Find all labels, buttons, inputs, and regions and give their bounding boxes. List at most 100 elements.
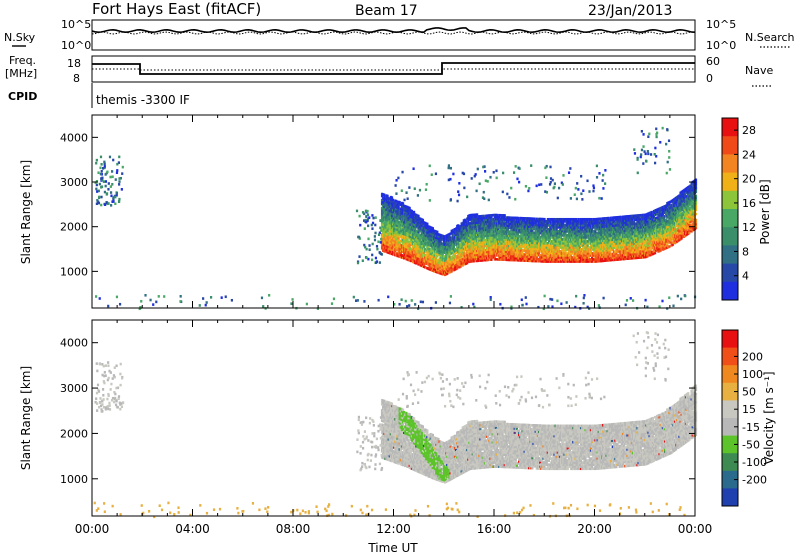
scatter-cell <box>439 249 442 253</box>
scatter-cell <box>397 222 400 226</box>
scatter-cell <box>382 241 385 244</box>
scatter-cell <box>521 255 524 258</box>
scatter-cell <box>419 257 422 261</box>
scatter-cell <box>461 245 464 249</box>
freq-tick-bottom: 8 <box>73 72 80 85</box>
scatter-cell <box>412 222 416 226</box>
scatter-cell <box>391 234 395 238</box>
scatter-cell <box>516 244 520 248</box>
scatter-cell <box>437 251 440 254</box>
scatter-cell <box>480 247 483 250</box>
scatter-cell <box>509 238 512 242</box>
scatter-cell <box>410 254 413 257</box>
scatter-cell <box>478 215 481 218</box>
scatter-cell <box>401 204 405 207</box>
scatter-cell <box>526 239 530 242</box>
scatter-cell <box>453 250 457 253</box>
scatter-cell <box>432 245 436 249</box>
scatter-cell <box>472 251 475 255</box>
scatter-cell <box>380 222 384 226</box>
scatter-cell <box>432 267 436 271</box>
scatter-cell <box>509 250 512 254</box>
scatter-cell <box>463 234 467 238</box>
scatter-cell <box>400 256 404 259</box>
scatter-cell <box>424 259 427 263</box>
scatter-cell <box>415 219 418 223</box>
scatter-cell <box>386 204 389 208</box>
scatter-cell <box>516 248 520 252</box>
scatter-cell <box>460 254 463 258</box>
scatter-cell <box>436 238 439 242</box>
scatter-cell <box>395 228 398 231</box>
scatter-cell <box>508 246 511 250</box>
scatter-cell <box>461 258 464 261</box>
scatter-cell <box>461 254 464 257</box>
scatter-cell <box>386 216 389 220</box>
scatter-cell <box>452 258 455 262</box>
scatter-cell <box>518 248 521 252</box>
scatter-cell <box>506 224 510 227</box>
scatter-cell <box>494 213 498 217</box>
scatter-cell <box>489 258 492 261</box>
scatter-cell <box>493 223 496 227</box>
scatter-cell <box>521 229 524 232</box>
scatter-cell <box>466 239 469 243</box>
scatter-cell <box>483 256 486 260</box>
scatter-cell <box>395 238 398 241</box>
scatter-cell <box>463 230 467 234</box>
scatter-cell <box>470 223 473 227</box>
scatter-cell <box>445 244 448 248</box>
scatter-cell <box>521 225 524 228</box>
scatter-cell <box>512 256 515 260</box>
scatter-cell <box>418 253 421 257</box>
scatter-cell <box>525 223 528 226</box>
scatter-cell <box>432 265 436 269</box>
scatter-cell <box>463 236 467 240</box>
scatter-cell <box>460 242 463 246</box>
scatter-cell <box>408 206 411 210</box>
scatter-cell <box>405 257 408 261</box>
scatter-cell <box>479 247 482 250</box>
scatter-cell <box>419 253 422 257</box>
scatter-cell <box>504 258 507 262</box>
scatter-cell <box>427 237 430 240</box>
scatter-cell <box>445 242 448 246</box>
scatter-cell <box>450 249 453 253</box>
scatter-cell <box>514 232 517 236</box>
scatter-cell <box>447 251 450 255</box>
scatter-cell <box>505 216 509 219</box>
scatter-cell <box>416 234 419 237</box>
scatter-cell <box>514 230 517 234</box>
scatter-cell <box>398 215 401 218</box>
scatter-cell <box>385 244 388 248</box>
scatter-cell <box>407 212 410 215</box>
scatter-cell <box>466 259 469 263</box>
scatter-cell <box>468 254 471 258</box>
scatter-cell <box>490 218 493 221</box>
scatter-cell <box>512 246 515 250</box>
scatter-cell <box>452 230 455 234</box>
scatter-cell <box>425 260 428 264</box>
scatter-cell <box>506 222 510 225</box>
scatter-cell <box>515 242 519 246</box>
scatter-cell <box>391 222 395 226</box>
scatter-cell <box>467 255 470 258</box>
scatter-cell <box>438 271 441 275</box>
scatter-cell <box>426 234 429 238</box>
scatter-cell <box>429 266 432 270</box>
scatter-cell <box>405 223 408 227</box>
scatter-cell <box>503 224 506 227</box>
scatter-cell <box>399 235 402 239</box>
scatter-cell <box>458 245 461 249</box>
scatter-cell <box>526 233 530 236</box>
scatter-cell <box>521 231 524 234</box>
scatter-cell <box>441 268 444 272</box>
scatter-cell <box>447 237 450 241</box>
scatter-cell <box>491 246 494 249</box>
scatter-cell <box>521 218 524 222</box>
scatter-cell <box>397 228 400 232</box>
scatter-cell <box>495 243 499 247</box>
scatter-cell <box>474 231 478 235</box>
scatter-cell <box>408 255 411 258</box>
scatter-cell <box>472 243 475 247</box>
